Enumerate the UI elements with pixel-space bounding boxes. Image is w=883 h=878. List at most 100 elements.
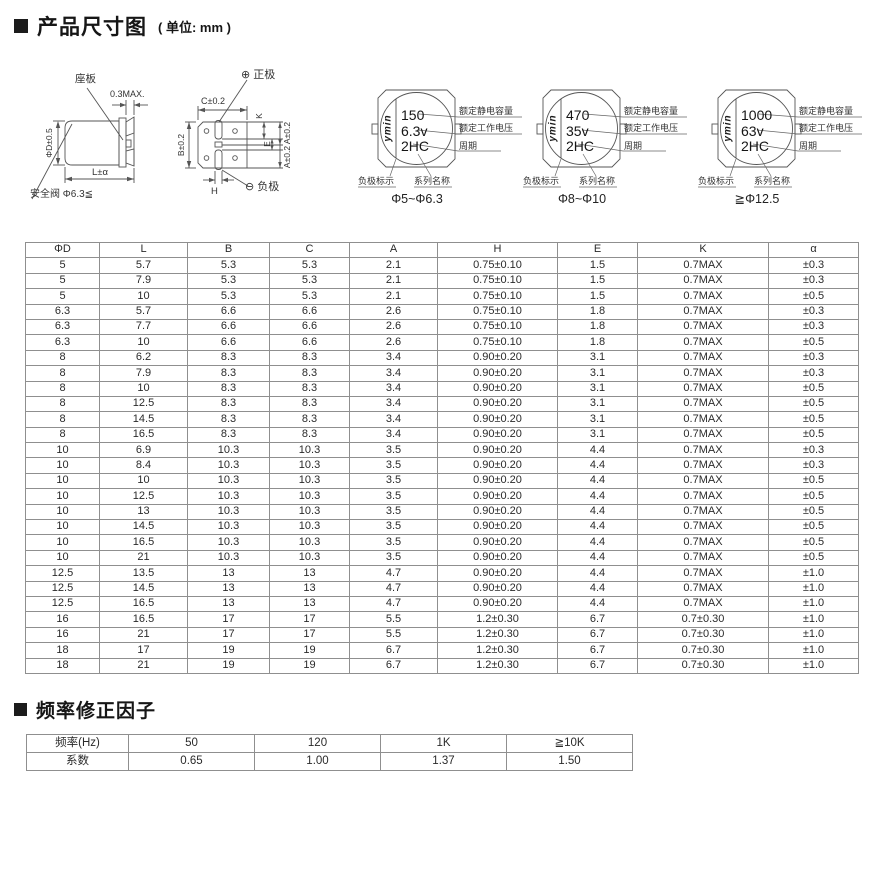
table-cell: 6.7 <box>557 657 638 674</box>
period-label: 周期 <box>799 141 818 151</box>
column-header: H <box>437 241 558 259</box>
table-cell: 10.3 <box>269 549 350 567</box>
table-cell: 8 <box>25 349 100 367</box>
table-cell: 1.2±0.30 <box>437 626 558 644</box>
table-cell: ±1.0 <box>768 642 859 659</box>
table-cell: 4.7 <box>349 580 438 597</box>
table-cell: ±0.3 <box>768 365 859 382</box>
table-row: 6.3 10 6.6 6.6 2.6 0.75±0.10 1.8 0.7MAX ±0.5 <box>25 334 859 351</box>
table-cell: 13 <box>269 565 350 582</box>
table-cell: 10 <box>25 534 100 551</box>
marking-voltage: 63v <box>741 122 764 139</box>
capacitance-label: 额定静电容量 <box>624 106 679 116</box>
table-cell: 0.75±0.10 <box>437 318 558 336</box>
table-cell: 3.5 <box>349 472 438 490</box>
size-range-label: Φ5~Φ6.3 <box>391 192 443 206</box>
k-dim-label: K <box>253 113 264 119</box>
table-cell: 17 <box>269 626 350 644</box>
table-cell: 10.3 <box>187 472 270 490</box>
table-cell: 0.90±0.20 <box>437 503 558 521</box>
table-cell: 4.4 <box>557 595 638 613</box>
table-cell: 19 <box>269 657 350 674</box>
minus-circle-icon: ⊖ <box>245 181 255 193</box>
table-row: 8 12.5 8.3 8.3 3.4 0.90±0.20 3.1 0.7MAX ±0.5 <box>25 395 859 413</box>
table-cell: 17 <box>187 626 270 644</box>
capacitance-label: 额定静电容量 <box>799 106 854 116</box>
a-dim-bottom-label: A±0.2 <box>281 145 292 169</box>
table-cell: 1.50 <box>506 752 633 771</box>
table-row: 系数 0.65 1.00 1.37 1.50 <box>26 752 633 771</box>
table-cell: 0.7MAX <box>637 565 769 582</box>
table-cell: ±0.3 <box>768 272 859 290</box>
table-cell: 0.90±0.20 <box>437 457 558 474</box>
table-cell: 16 <box>25 611 100 628</box>
marking-diagram-large: ymin 1000 63v 2HC 额定静电容量 额定工作电压 周期 负极标示 … <box>695 80 865 214</box>
table-cell: ±0.5 <box>768 288 859 305</box>
period-label: 周期 <box>459 141 478 151</box>
table-cell: 0.7MAX <box>637 519 769 536</box>
table-cell: 6.3 <box>25 303 100 320</box>
bottom-view-drawing <box>185 79 283 187</box>
table-cell: 5 <box>25 272 100 290</box>
table-cell: 0.90±0.20 <box>437 365 558 382</box>
table-cell: ±1.0 <box>768 626 859 644</box>
voltage-label: 额定工作电压 <box>459 123 514 133</box>
table-cell: 8 <box>25 380 100 397</box>
table-cell: 3.4 <box>349 395 438 413</box>
table-cell: 0.7MAX <box>637 365 769 382</box>
table-cell: 3.4 <box>349 365 438 382</box>
table-cell: ±0.3 <box>768 442 859 459</box>
column-header: C <box>269 241 350 259</box>
table-cell: 12.5 <box>99 395 188 413</box>
table-cell: 8.3 <box>269 411 350 428</box>
table-cell: 0.7MAX <box>637 318 769 336</box>
table-cell: 0.7MAX <box>637 442 769 459</box>
chip-outline-drawing <box>523 89 687 188</box>
e-dim-label: E <box>261 141 272 147</box>
table-cell: ±0.5 <box>768 519 859 536</box>
column-header: α <box>768 241 859 259</box>
table-cell: 0.7MAX <box>637 288 769 305</box>
table-row: 18 17 19 19 6.7 1.2±0.30 6.7 0.7±0.30 ±1.0 <box>25 642 859 659</box>
table-cell: ±0.5 <box>768 426 859 444</box>
table-cell: 10.3 <box>187 503 270 521</box>
table-row: 5 7.9 5.3 5.3 2.1 0.75±0.10 1.5 0.7MAX ±0.3 <box>25 272 859 290</box>
table-cell: 5.3 <box>269 288 350 305</box>
table-cell: 12.5 <box>25 595 100 613</box>
table-row: 8 7.9 8.3 8.3 3.4 0.90±0.20 3.1 0.7MAX ±0.3 <box>25 365 859 382</box>
marking-series: 2HC <box>401 137 430 154</box>
table-cell: 10.3 <box>269 472 350 490</box>
table-cell: 3.5 <box>349 534 438 551</box>
table-cell: 3.1 <box>557 411 638 428</box>
unit-note: ( 单位: mm ) <box>158 19 231 35</box>
table-cell: 0.7MAX <box>637 549 769 567</box>
table-cell: 10 <box>25 488 100 505</box>
chip-outline-drawing <box>358 89 522 188</box>
side-view-diagram: 座板 0.3MAX. ΦD±0.5 L±α 安全阀 Φ6.3≦ <box>20 70 185 215</box>
table-cell: 10.3 <box>187 549 270 567</box>
table-cell: 3.1 <box>557 395 638 413</box>
table-cell: 6.7 <box>557 626 638 644</box>
size-range-label: Φ8~Φ10 <box>557 192 607 206</box>
safety-valve-label: 安全阀 Φ6.3≦ <box>30 189 94 200</box>
table-row: 6.3 7.7 6.6 6.6 2.6 0.75±0.10 1.8 0.7MAX ±0.3 <box>25 318 859 336</box>
table-cell: 6.7 <box>557 611 638 628</box>
table-row: 8 16.5 8.3 8.3 3.4 0.90±0.20 3.1 0.7MAX ±0.5 <box>25 426 859 444</box>
table-cell: 5.3 <box>269 257 350 274</box>
table-cell: 3.5 <box>349 503 438 521</box>
column-header: E <box>557 241 638 259</box>
marking-voltage: 6.3v <box>401 122 428 139</box>
table-cell: ±1.0 <box>768 611 859 628</box>
table-cell: 8.3 <box>269 380 350 397</box>
table-cell: 8.3 <box>269 395 350 413</box>
table-cell: 0.90±0.20 <box>437 380 558 397</box>
marking-capacitance: 470 <box>566 107 590 123</box>
table-cell: 8.3 <box>187 411 270 428</box>
table-cell: 21 <box>99 657 188 674</box>
table-cell: 10.3 <box>269 488 350 505</box>
table-cell: 0.7MAX <box>637 303 769 320</box>
series-name-label: 系列名称 <box>414 176 451 186</box>
